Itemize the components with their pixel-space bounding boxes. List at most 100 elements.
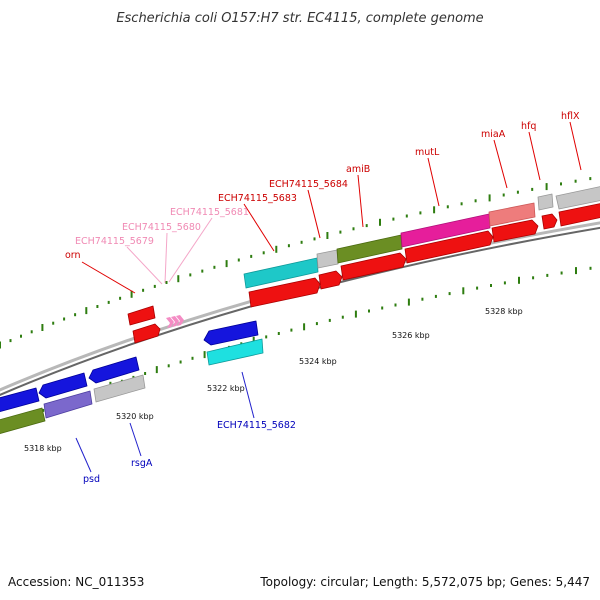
tick-mark xyxy=(237,258,240,262)
gene-label-ech74115-5681[interactable]: ECH74115_5681 xyxy=(170,207,249,218)
gene-labels-bottom: psd rsgA ECH74115_5682 xyxy=(83,420,296,485)
gene-feature[interactable] xyxy=(541,213,558,230)
gene-feature[interactable] xyxy=(127,305,156,326)
gene-feature[interactable] xyxy=(38,372,88,399)
gene-feature[interactable] xyxy=(488,202,536,227)
tick-mark xyxy=(405,214,408,218)
gene-feature[interactable] xyxy=(318,270,343,290)
gene-feature[interactable] xyxy=(340,252,407,281)
gene-feature[interactable] xyxy=(203,320,259,346)
tick-mark xyxy=(368,309,370,313)
tick-mark xyxy=(474,199,477,203)
tick-mark xyxy=(518,276,520,284)
tick-mark xyxy=(96,305,99,308)
tick-mark xyxy=(433,206,436,214)
gene-track xyxy=(0,186,600,435)
gene-label-orn[interactable]: orn xyxy=(65,250,81,261)
tick-mark xyxy=(460,202,463,206)
gene-feature[interactable] xyxy=(316,249,339,269)
tick-mark xyxy=(326,232,329,239)
tick-mark xyxy=(63,317,66,321)
tick-mark xyxy=(213,265,216,269)
tick-mark xyxy=(262,251,265,255)
tick-label: 5326 kbp xyxy=(392,331,430,340)
tick-label: 5322 kbp xyxy=(207,384,245,393)
gene-feature[interactable] xyxy=(43,390,93,419)
tick-mark xyxy=(179,360,182,364)
tick-mark xyxy=(407,298,410,306)
tick-mark xyxy=(144,372,147,375)
tick-mark xyxy=(225,260,228,268)
tick-mark xyxy=(0,341,1,349)
tick-mark xyxy=(546,273,549,277)
gene-feature[interactable] xyxy=(248,277,321,308)
gene-label-miaa[interactable]: miaA xyxy=(481,129,506,140)
gene-feature[interactable] xyxy=(0,387,40,413)
gene-feature[interactable] xyxy=(558,203,600,227)
tick-mark xyxy=(177,275,180,283)
gene-feature[interactable] xyxy=(0,407,46,435)
tick-mark xyxy=(191,356,194,360)
tick-mark xyxy=(341,315,344,319)
gene-feature[interactable] xyxy=(400,213,491,248)
tick-mark xyxy=(9,339,12,343)
tick-mark xyxy=(462,287,465,295)
gene-feature[interactable] xyxy=(166,317,174,328)
gene-feature[interactable] xyxy=(404,230,494,264)
tick-mark xyxy=(574,179,577,183)
gene-feature[interactable] xyxy=(537,193,554,211)
tick-label: 5328 kbp xyxy=(485,307,523,316)
tick-mark xyxy=(201,269,204,273)
gene-feature[interactable] xyxy=(93,374,146,403)
gene-labels-top: orn ECH74115_5679 ECH74115_5680 ECH74115… xyxy=(65,111,580,261)
gene-label-ech74115-5683[interactable]: ECH74115_5683 xyxy=(218,193,297,204)
gene-label-amib[interactable]: amiB xyxy=(346,164,370,175)
label-leaders xyxy=(75,121,582,473)
tick-mark xyxy=(394,303,397,307)
tick-mark xyxy=(142,288,145,292)
gene-label-ech74115-5680[interactable]: ECH74115_5680 xyxy=(122,222,201,233)
tick-mark xyxy=(488,194,491,202)
tick-mark xyxy=(589,177,592,181)
tick-mark xyxy=(392,217,395,221)
gene-label-hflx[interactable]: hflX xyxy=(561,111,580,122)
gene-feature[interactable] xyxy=(491,219,539,243)
gene-feature[interactable] xyxy=(171,316,179,327)
gene-feature[interactable] xyxy=(88,356,140,384)
tick-mark xyxy=(490,284,492,287)
tick-marks-upper xyxy=(0,177,592,349)
gene-feature[interactable] xyxy=(206,338,264,366)
gene-label-hfq[interactable]: hfq xyxy=(521,121,536,132)
tick-mark xyxy=(30,330,33,334)
gene-feature[interactable] xyxy=(176,315,184,326)
tick-mark xyxy=(287,244,290,248)
tick-mark xyxy=(365,224,368,228)
gene-feature[interactable] xyxy=(132,323,161,344)
tick-mark xyxy=(165,281,168,284)
tick-mark xyxy=(167,364,170,368)
tick-mark xyxy=(203,351,206,359)
gene-label-psd[interactable]: psd xyxy=(83,474,100,485)
tick-mark xyxy=(42,408,45,412)
tick-mark xyxy=(275,245,278,253)
tick-label: 5318 kbp xyxy=(24,444,62,453)
tick-mark xyxy=(589,266,592,270)
tick-mark xyxy=(265,335,268,339)
gene-label-ech74115-5684[interactable]: ECH74115_5684 xyxy=(269,179,348,190)
tick-mark xyxy=(303,323,306,331)
tick-mark xyxy=(130,290,133,298)
gene-label-rsga[interactable]: rsgA xyxy=(131,458,153,469)
gene-label-mutl[interactable]: mutL xyxy=(415,147,440,158)
gene-label-ech74115-5679[interactable]: ECH74115_5679 xyxy=(75,236,154,247)
tick-mark xyxy=(434,294,437,298)
tick-mark xyxy=(119,296,122,300)
tick-mark xyxy=(354,310,357,318)
gene-feature[interactable] xyxy=(336,234,403,264)
gene-feature[interactable] xyxy=(555,186,600,210)
gene-label-ech74115-5682[interactable]: ECH74115_5682 xyxy=(217,420,296,431)
tick-mark xyxy=(532,276,535,280)
tick-label: 5320 kbp xyxy=(116,412,154,421)
gene-feature[interactable] xyxy=(243,257,319,289)
tick-mark xyxy=(503,281,506,285)
